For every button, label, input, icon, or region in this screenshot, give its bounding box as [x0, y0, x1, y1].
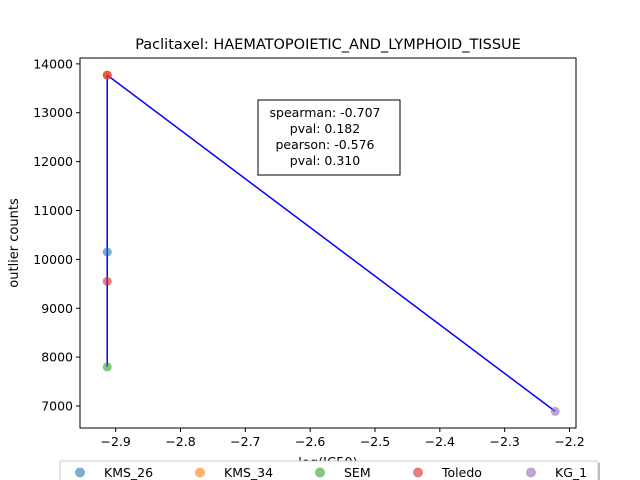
x-tick-label: −2.8	[165, 434, 195, 449]
chart-title: Paclitaxel: HAEMATOPOIETIC_AND_LYMPHOID_…	[135, 37, 521, 53]
x-tick-label: −2.9	[100, 434, 130, 449]
legend-marker	[75, 467, 85, 478]
legend-label: KG_1	[555, 465, 587, 480]
x-tick-label: −2.5	[360, 434, 390, 449]
x-tick-label: −2.4	[425, 434, 455, 449]
x-tick-label: −2.7	[230, 434, 260, 449]
y-tick-label: 9000	[41, 301, 73, 316]
data-point	[102, 247, 112, 257]
y-tick-label: 14000	[33, 56, 73, 71]
data-point	[550, 406, 560, 416]
legend-label: Toledo	[441, 465, 482, 480]
stats-line: spearman: -0.707	[270, 105, 381, 120]
stats-line: pearson: -0.576	[276, 137, 375, 152]
stats-line: pval: 0.182	[290, 121, 360, 136]
x-tick-label: −2.3	[490, 434, 520, 449]
x-axis: −2.9 −2.8 −2.7 −2.6 −2.5 −2.4 −2.3 −2.2	[100, 428, 585, 449]
plot-frame	[79, 57, 577, 429]
data-point	[102, 276, 112, 286]
y-tick-label: 13000	[33, 105, 73, 120]
legend-marker	[413, 467, 423, 478]
legend-frame	[59, 460, 599, 480]
legend-label: KMS_26	[104, 465, 153, 480]
points-layer	[102, 70, 560, 416]
legend-label: SEM	[344, 465, 371, 480]
legend: KMS_26 KMS_34 SEM Toledo KG_1	[59, 460, 600, 480]
y-tick-label: 8000	[41, 350, 73, 365]
data-point	[102, 70, 112, 80]
stats-box-frame	[257, 99, 401, 176]
legend-marker	[526, 467, 536, 478]
legend-marker	[195, 467, 205, 478]
legend-label: KMS_34	[224, 465, 273, 480]
y-axis-label: outlier counts	[7, 198, 22, 288]
y-tick-label: 12000	[33, 154, 73, 169]
x-tick-label: −2.2	[554, 434, 584, 449]
y-axis: 7000 8000 9000 10000 11000 12000 13000 14000	[33, 56, 80, 414]
y-tick-label: 7000	[41, 399, 73, 414]
data-point	[102, 362, 112, 372]
stats-line: pval: 0.310	[290, 153, 360, 168]
x-tick-label: −2.6	[295, 434, 325, 449]
legend-marker	[315, 467, 325, 478]
y-tick-label: 11000	[33, 203, 73, 218]
y-tick-label: 10000	[33, 252, 73, 267]
